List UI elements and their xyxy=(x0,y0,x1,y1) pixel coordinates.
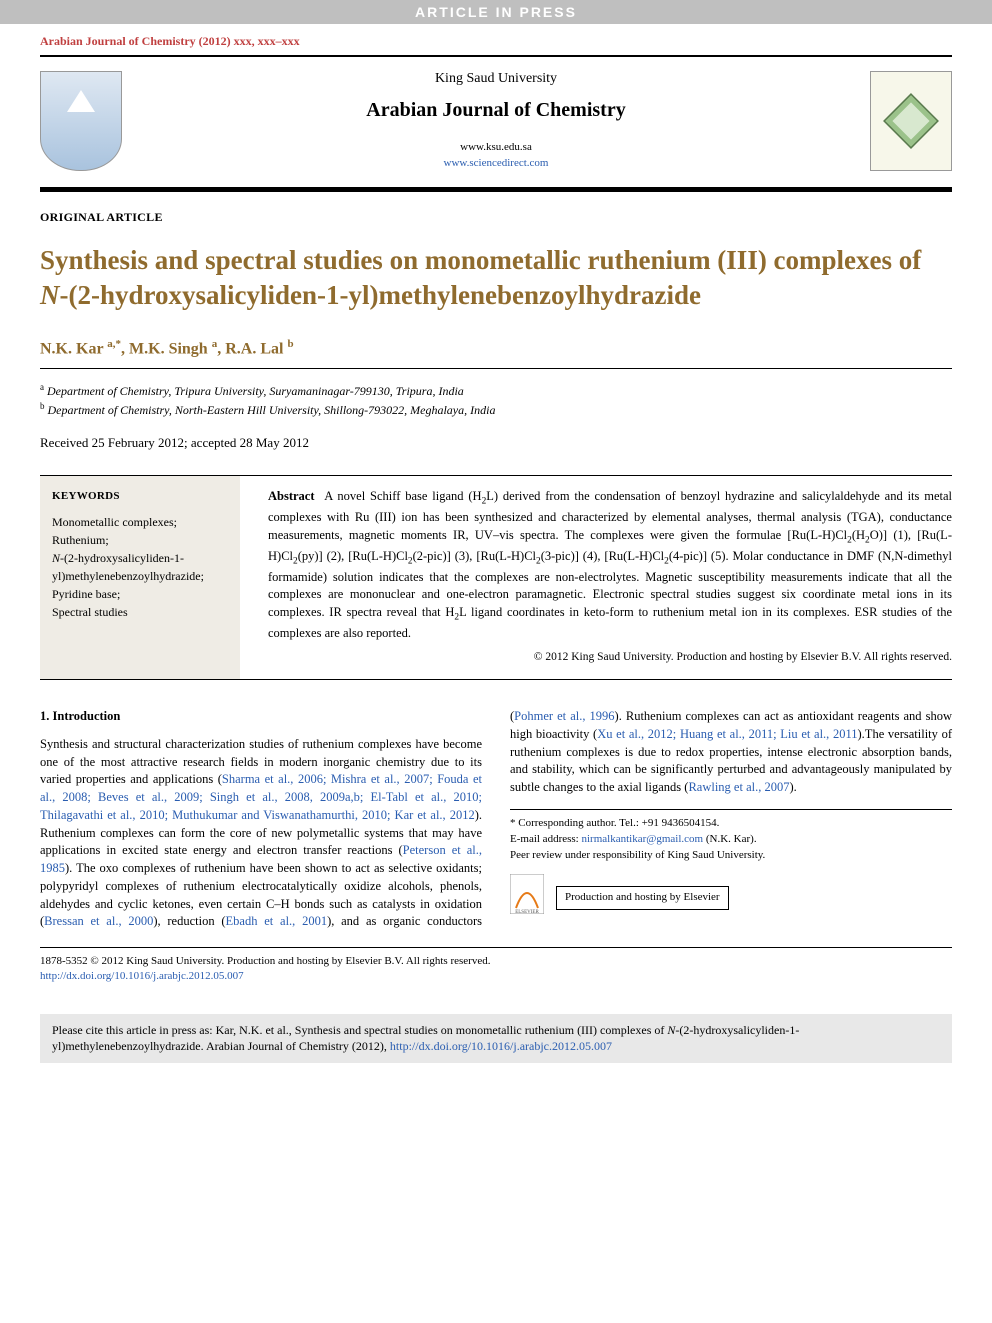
abstract-copyright: © 2012 King Saud University. Production … xyxy=(268,649,952,665)
intro-text: ). xyxy=(789,780,796,794)
article-dates: Received 25 February 2012; accepted 28 M… xyxy=(40,435,952,451)
keyword-item: Ruthenium; xyxy=(52,531,228,549)
keyword-item: N-(2-hydroxysalicyliden-1-yl)methylenebe… xyxy=(52,549,228,585)
university-logo xyxy=(40,71,122,171)
citation-link[interactable]: Muthukumar and Viswanathamurthi, 2010; K… xyxy=(172,808,475,822)
journal-urls: www.ksu.edu.sa www.sciencedirect.com xyxy=(122,140,870,171)
journal-reference: Arabian Journal of Chemistry (2012) xxx,… xyxy=(40,24,952,55)
url-ksu[interactable]: www.ksu.edu.sa xyxy=(122,140,870,155)
citation-link[interactable]: Ebadh et al., 2001 xyxy=(226,914,328,928)
page-container: Arabian Journal of Chemistry (2012) xxx,… xyxy=(0,24,992,1004)
keywords-abstract-block: KEYWORDS Monometallic complexes; Rutheni… xyxy=(40,475,952,680)
journal-header: King Saud University Arabian Journal of … xyxy=(40,65,952,181)
article-in-press-banner: ARTICLE IN PRESS xyxy=(0,0,992,24)
keywords-column: KEYWORDS Monometallic complexes; Rutheni… xyxy=(40,476,240,679)
header-center: King Saud University Arabian Journal of … xyxy=(122,71,870,171)
affiliations: a Department of Chemistry, Tripura Unive… xyxy=(40,381,952,419)
keyword-item: Pyridine base; xyxy=(52,585,228,603)
cite-text: Please cite this article in press as: Ka… xyxy=(52,1023,667,1037)
thick-rule xyxy=(40,187,952,192)
body-columns: 1. Introduction Synthesis and structural… xyxy=(40,708,952,931)
issn-copyright: 1878-5352 © 2012 King Saud University. P… xyxy=(40,954,952,969)
section-heading-intro: 1. Introduction xyxy=(40,708,482,726)
url-sciencedirect[interactable]: www.sciencedirect.com xyxy=(122,156,870,171)
cite-doi-link[interactable]: http://dx.doi.org/10.1016/j.arabjc.2012.… xyxy=(390,1039,612,1053)
elsevier-logo-icon: ELSEVIER xyxy=(510,874,544,914)
page-footer: 1878-5352 © 2012 King Saud University. P… xyxy=(40,947,952,984)
corresponding-author: * Corresponding author. Tel.: +91 943650… xyxy=(510,816,952,832)
author-list: N.K. Kar a,*, M.K. Singh a, R.A. Lal b xyxy=(40,338,952,358)
production-hosting-box: Production and hosting by Elsevier xyxy=(556,886,729,910)
abstract-column: Abstract A novel Schiff base ligand (H2L… xyxy=(268,476,952,679)
article-type: ORIGINAL ARTICLE xyxy=(40,210,952,225)
article-title: Synthesis and spectral studies on monome… xyxy=(40,243,952,312)
affiliation-b: b Department of Chemistry, North-Eastern… xyxy=(40,400,952,419)
chemical-society-icon xyxy=(880,90,942,152)
citation-link[interactable]: Xu et al., 2012; Huang et al., 2011; Liu… xyxy=(597,727,857,741)
intro-text: ), reduction ( xyxy=(153,914,225,928)
svg-text:ELSEVIER: ELSEVIER xyxy=(515,910,539,914)
abstract-label: Abstract xyxy=(268,489,315,503)
top-rule xyxy=(40,55,952,57)
author-rule xyxy=(40,368,952,369)
email-label: E-mail address: xyxy=(510,833,581,845)
citation-link[interactable]: Bressan et al., 2000 xyxy=(44,914,153,928)
journal-name: Arabian Journal of Chemistry xyxy=(122,99,870,122)
production-text: Production and hosting by Elsevier xyxy=(565,890,720,906)
email-after: (N.K. Kar). xyxy=(703,833,756,845)
keyword-item: Monometallic complexes; xyxy=(52,513,228,531)
keyword-item: Spectral studies xyxy=(52,603,228,621)
keywords-heading: KEYWORDS xyxy=(52,488,228,505)
citation-box: Please cite this article in press as: Ka… xyxy=(40,1014,952,1064)
citation-link[interactable]: Pohmer et al., 1996 xyxy=(514,709,614,723)
email-line: E-mail address: nirmalkantikar@gmail.com… xyxy=(510,832,952,848)
affiliation-a: a Department of Chemistry, Tripura Unive… xyxy=(40,381,952,400)
peer-review-note: Peer review under responsibility of King… xyxy=(510,848,952,864)
author-email[interactable]: nirmalkantikar@gmail.com xyxy=(581,833,703,845)
society-logo xyxy=(870,71,952,171)
abstract-text: A novel Schiff base ligand (H2L) derived… xyxy=(268,489,952,640)
footnote-block: * Corresponding author. Tel.: +91 943650… xyxy=(510,809,952,914)
citation-link[interactable]: Rawling et al., 2007 xyxy=(688,780,789,794)
footer-doi-link[interactable]: http://dx.doi.org/10.1016/j.arabjc.2012.… xyxy=(40,969,952,984)
university-name: King Saud University xyxy=(122,71,870,87)
